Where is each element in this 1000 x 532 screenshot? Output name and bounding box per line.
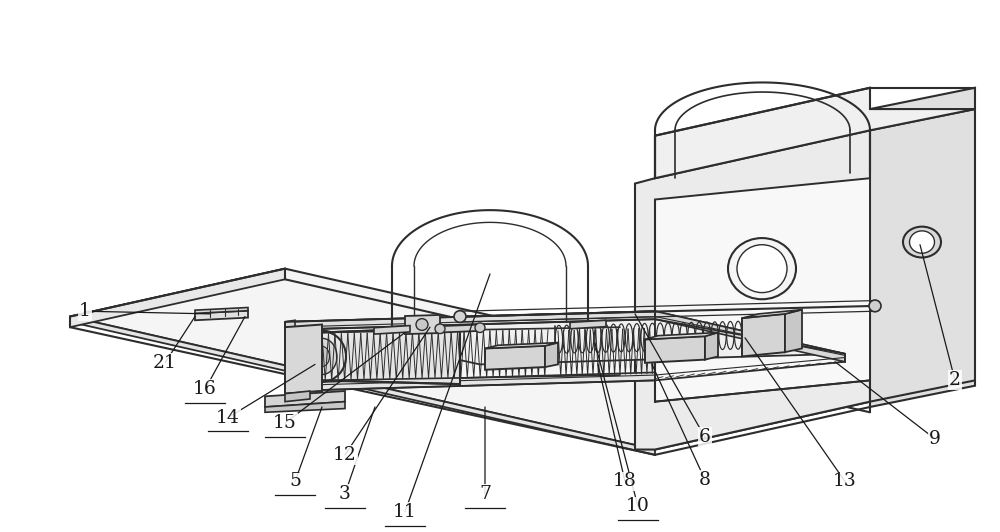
Ellipse shape <box>307 338 337 375</box>
Polygon shape <box>265 391 345 407</box>
Polygon shape <box>545 343 558 367</box>
Text: 1: 1 <box>79 302 91 320</box>
Polygon shape <box>70 269 285 327</box>
Text: 3: 3 <box>339 485 351 503</box>
Text: 11: 11 <box>393 503 417 521</box>
Ellipse shape <box>298 331 346 382</box>
Text: 8: 8 <box>699 471 711 489</box>
Text: 13: 13 <box>833 472 857 491</box>
Text: 7: 7 <box>479 485 491 503</box>
Text: 5: 5 <box>289 472 301 491</box>
Text: 12: 12 <box>333 446 357 464</box>
Ellipse shape <box>314 346 330 367</box>
Polygon shape <box>285 311 655 330</box>
Polygon shape <box>265 402 345 412</box>
Polygon shape <box>374 326 410 334</box>
Ellipse shape <box>454 311 466 322</box>
Polygon shape <box>705 332 718 360</box>
Ellipse shape <box>475 323 485 332</box>
Ellipse shape <box>737 245 787 293</box>
Polygon shape <box>195 307 248 313</box>
Ellipse shape <box>416 319 428 330</box>
Polygon shape <box>285 391 322 402</box>
Polygon shape <box>570 320 606 329</box>
Polygon shape <box>322 327 460 384</box>
Polygon shape <box>785 310 802 352</box>
Text: 9: 9 <box>929 430 941 448</box>
Polygon shape <box>870 88 975 407</box>
Polygon shape <box>440 325 480 332</box>
Text: 10: 10 <box>626 497 650 516</box>
Ellipse shape <box>910 231 934 253</box>
Text: 21: 21 <box>153 354 177 372</box>
Polygon shape <box>742 310 802 318</box>
Text: 2: 2 <box>949 371 961 389</box>
Text: 14: 14 <box>216 409 240 427</box>
Polygon shape <box>655 88 975 178</box>
Text: 6: 6 <box>699 428 711 446</box>
Ellipse shape <box>869 300 881 312</box>
Polygon shape <box>285 391 310 402</box>
Polygon shape <box>645 332 718 339</box>
Ellipse shape <box>903 227 941 257</box>
Polygon shape <box>485 343 558 348</box>
Polygon shape <box>405 315 440 334</box>
Polygon shape <box>195 311 248 320</box>
Polygon shape <box>285 320 295 391</box>
Polygon shape <box>655 311 845 362</box>
Text: 16: 16 <box>193 380 217 398</box>
Polygon shape <box>70 317 655 455</box>
Polygon shape <box>285 325 322 394</box>
Polygon shape <box>655 178 870 402</box>
Polygon shape <box>285 372 655 391</box>
Polygon shape <box>285 311 845 364</box>
Polygon shape <box>635 130 870 450</box>
Polygon shape <box>645 336 705 363</box>
Polygon shape <box>70 269 870 450</box>
Polygon shape <box>742 314 785 356</box>
Ellipse shape <box>728 238 796 299</box>
Text: 15: 15 <box>273 414 297 432</box>
Ellipse shape <box>435 324 445 334</box>
Text: 18: 18 <box>613 472 637 491</box>
Polygon shape <box>485 346 545 370</box>
